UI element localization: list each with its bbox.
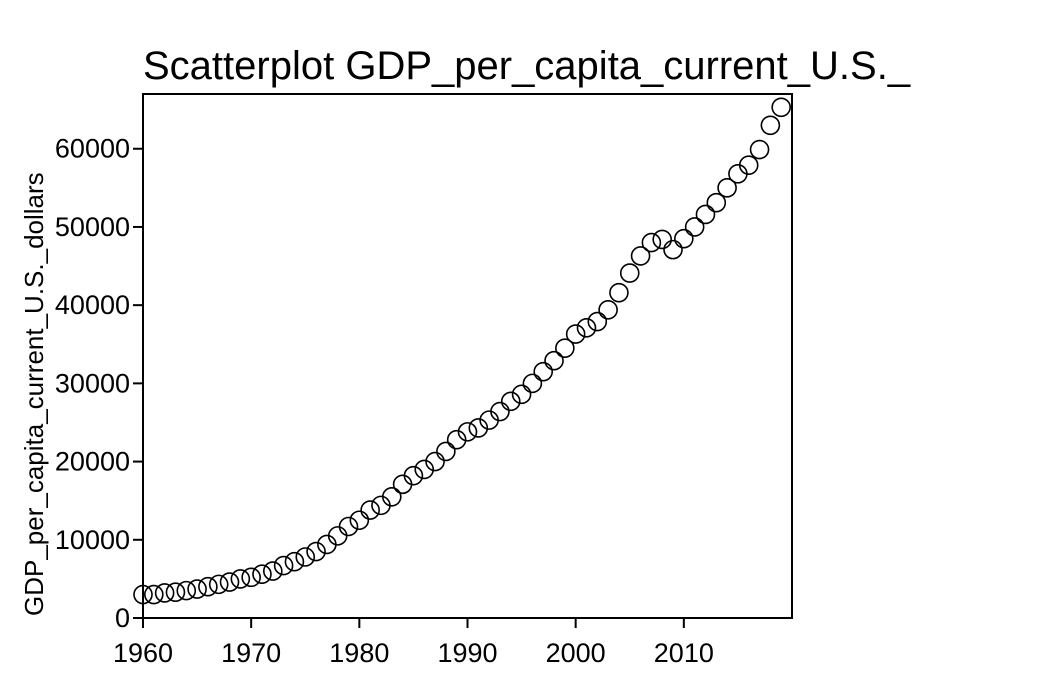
- data-point: [609, 282, 629, 303]
- x-axis: 1960 1970 1980 1990 2000 2010: [113, 618, 714, 668]
- data-point: [468, 418, 489, 438]
- data-point: [533, 361, 554, 382]
- data-point: [576, 318, 597, 338]
- plot-frame: [142, 93, 793, 619]
- x-tick-label: 1990: [437, 638, 497, 668]
- y-tick-label: 50000: [55, 212, 130, 242]
- data-point: [262, 561, 283, 581]
- y-tick-label: 0: [115, 603, 130, 633]
- data-point: [338, 516, 359, 537]
- svg-text:,: ,: [340, 0, 351, 3]
- data-point: [198, 576, 218, 597]
- data-point: [706, 192, 727, 213]
- data-point: [133, 584, 153, 605]
- data-point: [252, 564, 272, 585]
- chart-title: Scatterplot GDP_per_capita_current_U.S._: [143, 44, 911, 88]
- data-point: [446, 429, 467, 450]
- data-point: [219, 572, 240, 592]
- data-point: [154, 583, 175, 603]
- data-point: [144, 584, 164, 605]
- data-point: [165, 582, 186, 602]
- x-tick-label: 2000: [546, 638, 606, 668]
- data-point: [490, 401, 510, 422]
- x-tick-label: 1960: [113, 638, 173, 668]
- data-point: [630, 246, 651, 266]
- data-point: [414, 459, 435, 480]
- clipped-top-text: , , ,: [340, 0, 943, 3]
- y-tick-label: 30000: [55, 368, 130, 398]
- data-point: [500, 391, 521, 412]
- data-point: [511, 384, 532, 405]
- x-tick-label: 1980: [329, 638, 389, 668]
- data-point: [674, 228, 694, 249]
- svg-text:,: ,: [932, 0, 943, 3]
- y-tick-label: 20000: [55, 447, 130, 477]
- y-tick-label: 60000: [55, 134, 130, 164]
- y-tick-label: 10000: [55, 525, 130, 555]
- x-tick-label: 1970: [221, 638, 281, 668]
- svg-text:,: ,: [600, 0, 611, 3]
- data-point: [522, 373, 543, 394]
- y-axis: 0 10000 20000 30000 40000 50000 60000: [55, 134, 143, 633]
- data-point: [241, 567, 261, 588]
- data-point: [230, 569, 251, 589]
- x-tick-label: 2010: [654, 638, 714, 668]
- data-point: [598, 300, 618, 320]
- data-point: [436, 441, 456, 462]
- y-tick-label: 40000: [55, 290, 130, 320]
- data-point: [587, 311, 608, 332]
- data-point: [187, 579, 207, 599]
- data-point: [619, 263, 640, 283]
- data-point: [295, 547, 316, 567]
- data-point: [360, 500, 380, 520]
- data-point: [457, 422, 478, 442]
- data-point: [641, 232, 662, 253]
- data-point: [425, 451, 445, 472]
- data-point: [663, 239, 683, 260]
- data-point: [738, 155, 759, 175]
- data-point: [749, 139, 770, 160]
- data-point: [717, 178, 737, 198]
- data-point: [565, 324, 586, 344]
- data-point: [176, 580, 197, 601]
- data-point: [695, 204, 716, 225]
- data-point: [381, 486, 402, 507]
- data-point: [403, 465, 424, 486]
- data-point: [273, 555, 294, 576]
- data-point: [684, 217, 705, 237]
- data-point: [349, 510, 370, 531]
- data-point: [555, 338, 575, 358]
- data-point: [208, 574, 229, 595]
- scatter-points: [133, 97, 791, 605]
- data-point: [771, 97, 791, 118]
- data-point: [306, 541, 326, 562]
- data-point: [760, 115, 781, 136]
- data-point: [652, 229, 673, 250]
- y-axis-label: GDP_per_capita_current_U.S._dollars: [19, 172, 49, 616]
- data-point: [544, 350, 564, 371]
- data-point: [284, 551, 305, 572]
